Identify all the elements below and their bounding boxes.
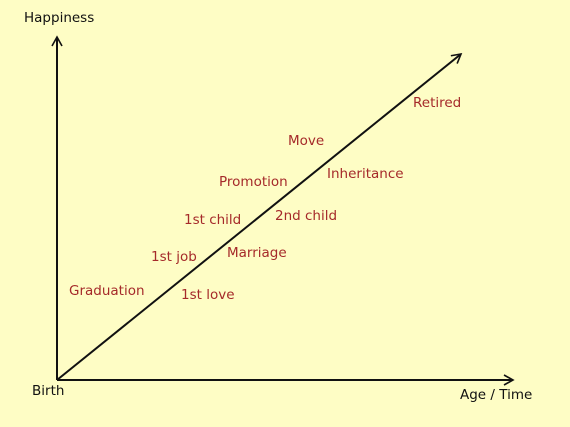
- happiness-trend-line: [56, 52, 463, 381]
- event-label-marriage: Marriage: [227, 245, 287, 261]
- event-label-1st-child: 1st child: [184, 212, 242, 228]
- event-label-move: Move: [288, 133, 325, 149]
- y-axis-label: Happiness: [24, 10, 95, 26]
- event-label-retired: Retired: [413, 95, 462, 111]
- event-label-promotion: Promotion: [219, 174, 288, 190]
- event-label-1st-job: 1st job: [151, 249, 197, 265]
- event-label-2nd-child: 2nd child: [275, 208, 338, 224]
- x-axis-label: Age / Time: [460, 387, 533, 403]
- event-label-inheritance: Inheritance: [327, 166, 404, 182]
- origin-label: Birth: [32, 383, 65, 399]
- event-label-graduation: Graduation: [69, 283, 145, 299]
- event-label-1st-love: 1st love: [181, 287, 235, 303]
